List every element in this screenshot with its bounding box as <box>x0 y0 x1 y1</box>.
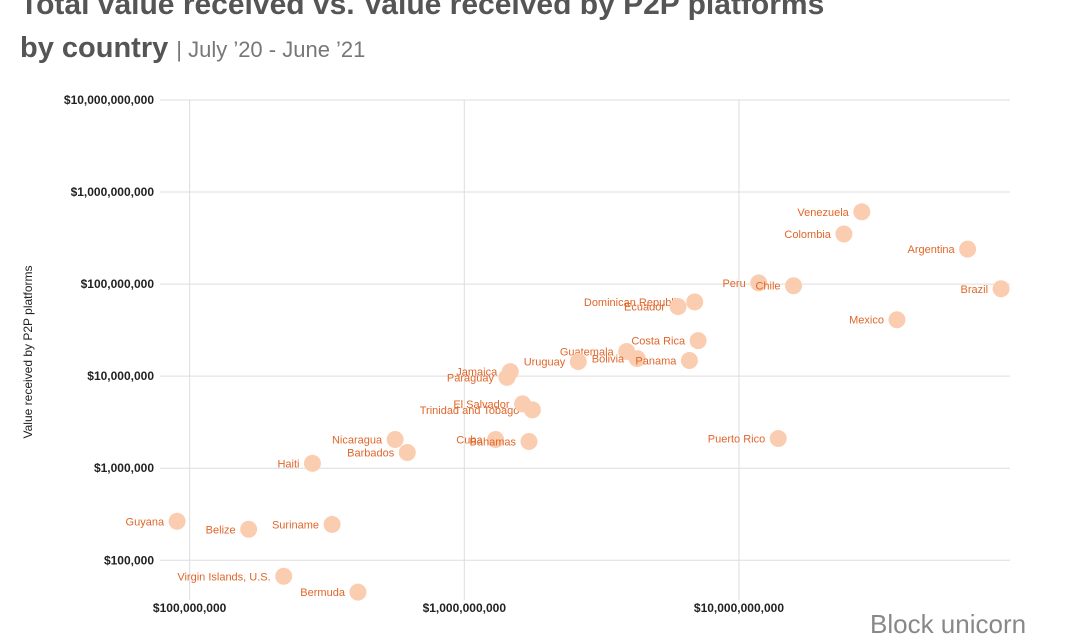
chart-title-line2: by country | July ’20 - June ’21 <box>20 32 365 64</box>
x-tick-label: $1,000,000,000 <box>423 601 507 615</box>
point <box>349 583 367 601</box>
point-label: Puerto Rico <box>708 434 765 446</box>
point <box>888 311 906 329</box>
point-label: Brazil <box>961 284 989 296</box>
point <box>323 515 341 533</box>
point-label: Bermuda <box>300 587 346 599</box>
watermark: Block unicorn <box>870 609 1026 638</box>
point <box>959 240 977 258</box>
point-label: Colombia <box>784 229 831 241</box>
chart-title: Total value received vs. Value received … <box>20 0 824 21</box>
x-tick-label: $100,000,000 <box>153 601 227 615</box>
point-label: Peru <box>722 278 745 290</box>
point-label: Costa Rica <box>631 336 686 348</box>
point <box>386 431 404 449</box>
point-label: Bolivia <box>592 354 625 366</box>
point <box>992 280 1010 298</box>
point-label: Venezuela <box>797 207 849 219</box>
point-label: El Salvador <box>453 399 510 411</box>
point <box>168 512 186 530</box>
y-tick-label: $10,000,000 <box>87 369 154 383</box>
point <box>514 395 532 413</box>
point-label: Bahamas <box>470 437 517 449</box>
y-tick-label: $1,000,000,000 <box>71 185 155 199</box>
point-label: Guyana <box>126 516 165 528</box>
point-label: Ecuador <box>624 302 665 314</box>
point <box>785 277 803 295</box>
point <box>240 520 258 538</box>
x-tick-label: $10,000,000,000 <box>694 601 784 615</box>
point-label: Dominican Republic <box>584 297 682 309</box>
point <box>628 350 646 368</box>
point-label: Jamaica <box>456 367 498 379</box>
point-label: Cuba <box>456 435 483 447</box>
title-line2: by country <box>20 32 168 64</box>
point-label: Suriname <box>272 519 319 531</box>
point-label: Nicaragua <box>332 435 383 447</box>
point-label: Mexico <box>849 315 884 327</box>
point <box>680 351 698 369</box>
y-tick-label: $100,000 <box>104 553 154 567</box>
point-label: Trinidad and Tobago <box>420 405 520 417</box>
point <box>398 444 416 462</box>
point-label: Virgin Islands, U.S. <box>177 571 270 583</box>
point <box>835 225 853 243</box>
point <box>275 567 293 585</box>
y-tick-label: $10,000,000,000 <box>64 93 154 107</box>
point-label: Panama <box>635 355 677 367</box>
point <box>686 293 704 311</box>
point-label: Uruguay <box>524 357 566 369</box>
point <box>669 298 687 316</box>
point <box>689 332 707 350</box>
y-axis-label: Value received by P2P platforms <box>21 266 35 439</box>
point <box>303 454 321 472</box>
point <box>487 431 505 449</box>
point <box>520 433 538 451</box>
y-tick-label: $1,000,000 <box>94 461 154 475</box>
point-label: Barbados <box>347 448 395 460</box>
point <box>569 353 587 371</box>
y-tick-label: $100,000,000 <box>81 277 155 291</box>
subtitle: | July ’20 - June ’21 <box>176 37 365 62</box>
point-label: Chile <box>755 281 780 293</box>
point <box>769 430 787 448</box>
point <box>498 368 516 386</box>
point-label: Argentina <box>908 244 956 256</box>
point-label: Haiti <box>277 458 299 470</box>
point <box>750 274 768 292</box>
point-label: Paraguay <box>447 372 495 384</box>
point-label: Belize <box>206 524 236 536</box>
point <box>853 203 871 221</box>
